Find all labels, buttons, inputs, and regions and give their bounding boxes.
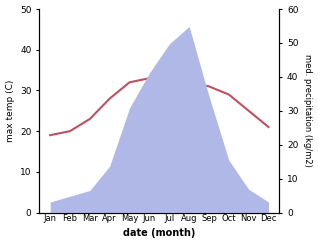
X-axis label: date (month): date (month): [123, 228, 196, 238]
Y-axis label: max temp (C): max temp (C): [5, 80, 15, 142]
Y-axis label: med. precipitation (kg/m2): med. precipitation (kg/m2): [303, 54, 313, 167]
